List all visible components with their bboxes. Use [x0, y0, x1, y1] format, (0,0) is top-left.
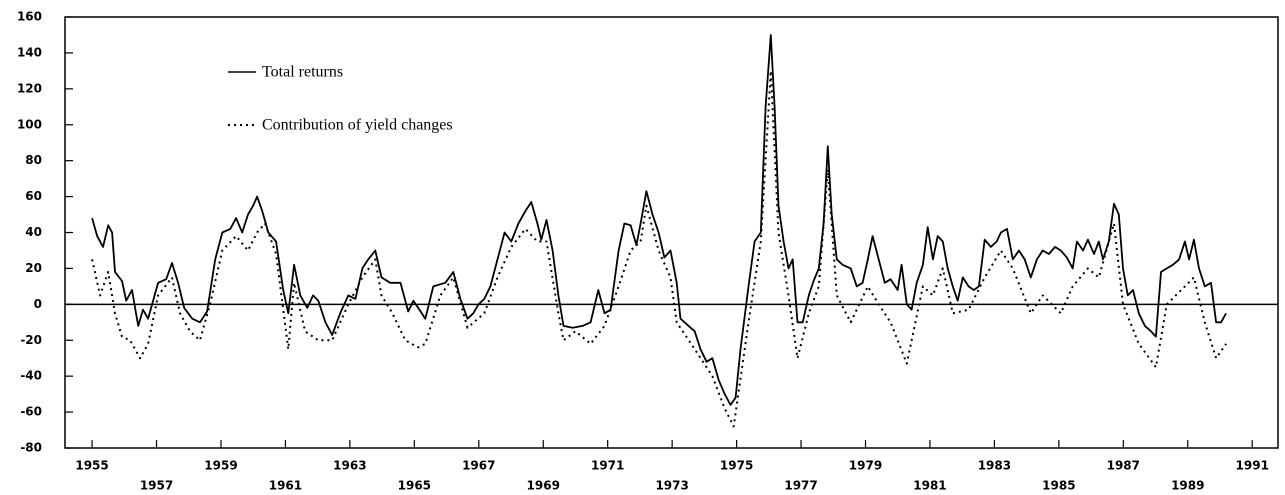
y-tick-label: -60: [20, 405, 42, 419]
x-tick-label: 1973: [655, 479, 688, 493]
x-tick-label: 1975: [720, 459, 753, 473]
plot-frame: [64, 16, 1279, 449]
x-tick-label: 1957: [140, 479, 173, 493]
y-tick-label: 40: [25, 225, 42, 239]
x-tick-label: 1961: [269, 479, 302, 493]
x-tick-label: 1965: [398, 479, 431, 493]
y-tick-label: -40: [20, 369, 42, 383]
y-tick-label: -20: [20, 333, 42, 347]
y-tick-label: 100: [17, 117, 42, 131]
series-line: [91, 34, 1227, 406]
y-tick-label: 60: [25, 189, 42, 203]
x-tick-label: 1959: [204, 459, 237, 473]
x-tick-label: 1983: [978, 459, 1011, 473]
x-tick-label: 1987: [1107, 459, 1140, 473]
legend-label: Contribution of yield changes: [262, 117, 453, 134]
y-tick-label: 0: [34, 297, 42, 311]
y-tick-label: 80: [25, 153, 42, 167]
x-tick-label: 1981: [913, 479, 946, 493]
x-tick-label: 1967: [462, 459, 495, 473]
legend-label: Total returns: [262, 64, 343, 81]
y-tick-label: -80: [20, 441, 42, 455]
y-tick-label: 160: [17, 10, 42, 24]
x-tick-label: 1971: [591, 459, 624, 473]
x-tick-label: 1955: [75, 459, 108, 473]
x-tick-label: 1969: [527, 479, 560, 493]
y-tick-label: 140: [17, 45, 42, 59]
x-tick-label: 1979: [849, 459, 882, 473]
x-tick-label: 1977: [784, 479, 817, 493]
x-tick-label: 1989: [1171, 479, 1204, 493]
legend: Total returns Contribution of yield chan…: [228, 64, 453, 134]
x-tick-label: 1985: [1042, 479, 1075, 493]
y-tick-label: 120: [17, 81, 42, 95]
x-tick-label: 1991: [1236, 459, 1269, 473]
x-tick-label: 1963: [333, 459, 366, 473]
y-tick-label: 20: [25, 261, 42, 275]
